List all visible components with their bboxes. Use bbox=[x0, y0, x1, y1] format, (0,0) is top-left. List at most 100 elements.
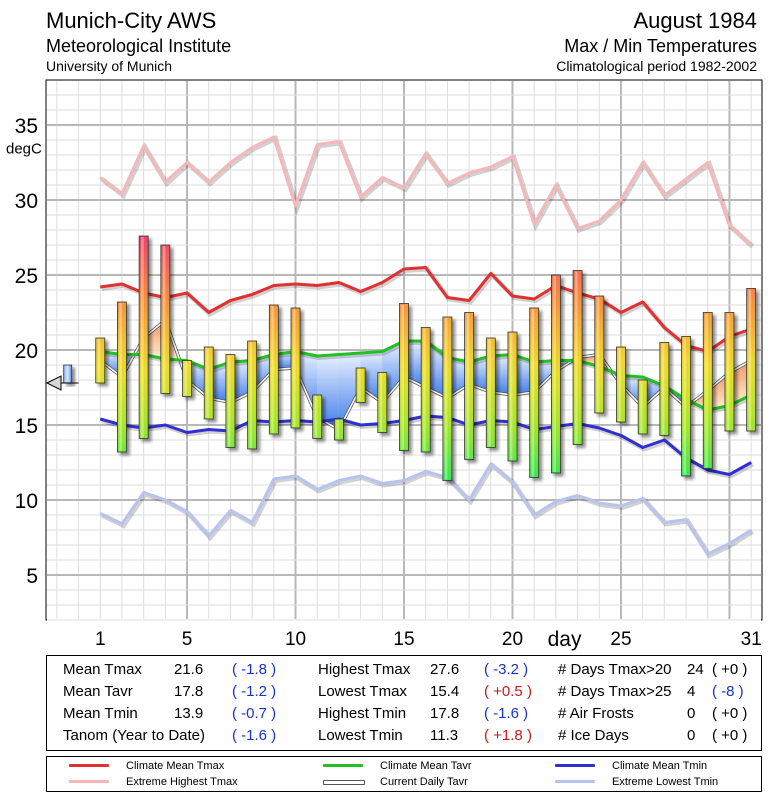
stat-value: 15.4 bbox=[430, 683, 460, 700]
stat-label: # Days Tmax>20 bbox=[558, 661, 672, 678]
legend-label: Climate Mean Tavr bbox=[380, 760, 472, 772]
bar-highlight bbox=[249, 342, 253, 448]
bar-highlight bbox=[726, 313, 730, 430]
x-tick-label: 1 bbox=[95, 629, 106, 650]
tavr-below-normal-area bbox=[208, 362, 231, 403]
daily-temperature-bar bbox=[247, 340, 258, 450]
legend-label: Climate Mean Tmax bbox=[126, 760, 225, 772]
legend-line-swatch bbox=[323, 780, 365, 785]
legend-line-swatch bbox=[69, 764, 109, 767]
daily-temperature-bar bbox=[268, 304, 279, 435]
bar-highlight bbox=[184, 361, 188, 396]
stat-anomaly: ( -1.6 ) bbox=[232, 727, 277, 744]
daily-temperature-bar bbox=[442, 316, 453, 481]
tavr-below-normal-area bbox=[447, 357, 470, 398]
tavr-below-normal-area bbox=[490, 354, 513, 395]
chart-legend: Climate Mean Tmax Extreme Highest Tmax Cli… bbox=[46, 756, 762, 792]
x-axis-label: day bbox=[548, 628, 582, 651]
bar-highlight bbox=[227, 355, 231, 447]
bar-highlight bbox=[553, 276, 556, 472]
bar-highlight bbox=[488, 339, 491, 447]
tavr-below-normal-area bbox=[534, 360, 556, 392]
daily-temperature-bar bbox=[182, 360, 192, 397]
daily-temperature-bar bbox=[117, 301, 127, 453]
daily-temperature-bar bbox=[464, 312, 474, 460]
stat-label: Mean Tmax bbox=[63, 661, 142, 678]
daily-temperature-bar bbox=[312, 394, 323, 439]
y-tick-label: 30 bbox=[15, 190, 38, 213]
bar-highlight bbox=[141, 237, 144, 438]
y-tick-label: 35 bbox=[15, 115, 38, 138]
daily-temperature-bar bbox=[95, 337, 106, 384]
bar-highlight bbox=[748, 289, 752, 430]
y-tick-label: 15 bbox=[15, 415, 38, 438]
daily-temperature-bar bbox=[334, 418, 344, 441]
legend-line-swatch bbox=[555, 764, 595, 767]
year-mean-marker bbox=[63, 364, 73, 384]
bar-highlight bbox=[596, 297, 600, 412]
bar-highlight bbox=[423, 328, 426, 451]
daily-temperature-bar bbox=[702, 312, 713, 469]
tavr-below-normal-area bbox=[512, 354, 535, 395]
stat-anomaly: ( -1.6 ) bbox=[484, 705, 529, 722]
tavr-below-normal-area bbox=[382, 341, 404, 403]
climate-mean-tmax-line bbox=[100, 266, 752, 353]
stat-value: 13.9 bbox=[174, 705, 204, 722]
extreme-highest-tmax-line bbox=[99, 135, 753, 247]
extreme-lowest-tmin-line bbox=[99, 462, 752, 556]
tavr-below-normal-area bbox=[187, 360, 209, 398]
stat-anomaly: ( +0 ) bbox=[712, 727, 748, 744]
daily-temperature-bar bbox=[203, 346, 214, 420]
x-tick-label: 5 bbox=[182, 629, 193, 650]
stat-label: Mean Tavr bbox=[63, 683, 133, 700]
bar-highlight bbox=[618, 348, 621, 421]
legend-line-swatch bbox=[69, 780, 109, 783]
tavr-below-normal-area bbox=[230, 360, 253, 403]
stat-label: # Air Frosts bbox=[558, 705, 634, 722]
monthly-statistics-table: Mean Tmax 21.6 ( -1.8 ) Highest Tmax 27.6 ( -… bbox=[46, 655, 762, 751]
stat-label: # Days Tmax>25 bbox=[558, 683, 672, 700]
daily-temperature-bar bbox=[681, 336, 691, 477]
daily-temperature-bar bbox=[572, 270, 583, 445]
stat-anomaly: ( +0.5 ) bbox=[484, 683, 532, 700]
stat-anomaly: ( +0 ) bbox=[712, 705, 748, 722]
daily-temperature-bar bbox=[485, 337, 496, 448]
y-tick-label: 5 bbox=[26, 565, 38, 588]
daily-temperature-bar bbox=[420, 327, 431, 453]
stat-value: 17.8 bbox=[430, 705, 460, 722]
stat-anomaly: ( -1.8 ) bbox=[232, 661, 277, 678]
climatological-period: Climatological period 1982-2002 bbox=[556, 58, 757, 74]
y-tick-label: 10 bbox=[15, 490, 38, 513]
bar-highlight bbox=[271, 306, 274, 433]
bar-highlight bbox=[575, 271, 578, 444]
stat-value: 27.6 bbox=[430, 661, 460, 678]
bar-highlight bbox=[466, 313, 470, 459]
stat-label: Highest Tmin bbox=[318, 705, 407, 722]
bar-highlight bbox=[314, 396, 318, 438]
daily-temperature-bar bbox=[637, 379, 648, 435]
stat-value: 4 bbox=[687, 683, 696, 700]
legend-label: Extreme Highest Tmax bbox=[126, 776, 238, 788]
stat-anomaly: ( -3.2 ) bbox=[484, 661, 529, 678]
bar-highlight bbox=[97, 339, 101, 382]
stat-value: 21.6 bbox=[174, 661, 204, 678]
bar-highlight bbox=[379, 373, 383, 432]
tavr-below-normal-area bbox=[469, 356, 491, 392]
tavr-below-normal-area bbox=[100, 351, 122, 377]
daily-temperature-bar bbox=[616, 346, 626, 423]
stat-anomaly: ( -8 ) bbox=[712, 683, 744, 700]
legend-label: Climate Mean Tmin bbox=[612, 760, 708, 772]
y-axis-label: degC bbox=[6, 141, 42, 158]
stat-anomaly: ( +1.8 ) bbox=[484, 727, 532, 744]
institute-name: Meteorological Institute bbox=[46, 36, 232, 56]
stat-value: 24 bbox=[687, 661, 704, 678]
chart-subtitle: Max / Min Temperatures bbox=[564, 36, 757, 56]
stat-label: Lowest Tmin bbox=[318, 727, 403, 744]
stat-anomaly: ( -0.7 ) bbox=[232, 705, 277, 722]
x-tick-label: 20 bbox=[502, 629, 523, 650]
daily-temperature-bar bbox=[529, 307, 540, 478]
daily-temperature-bar bbox=[160, 244, 171, 394]
bar-highlight bbox=[509, 333, 513, 460]
stat-value: 17.8 bbox=[174, 683, 204, 700]
